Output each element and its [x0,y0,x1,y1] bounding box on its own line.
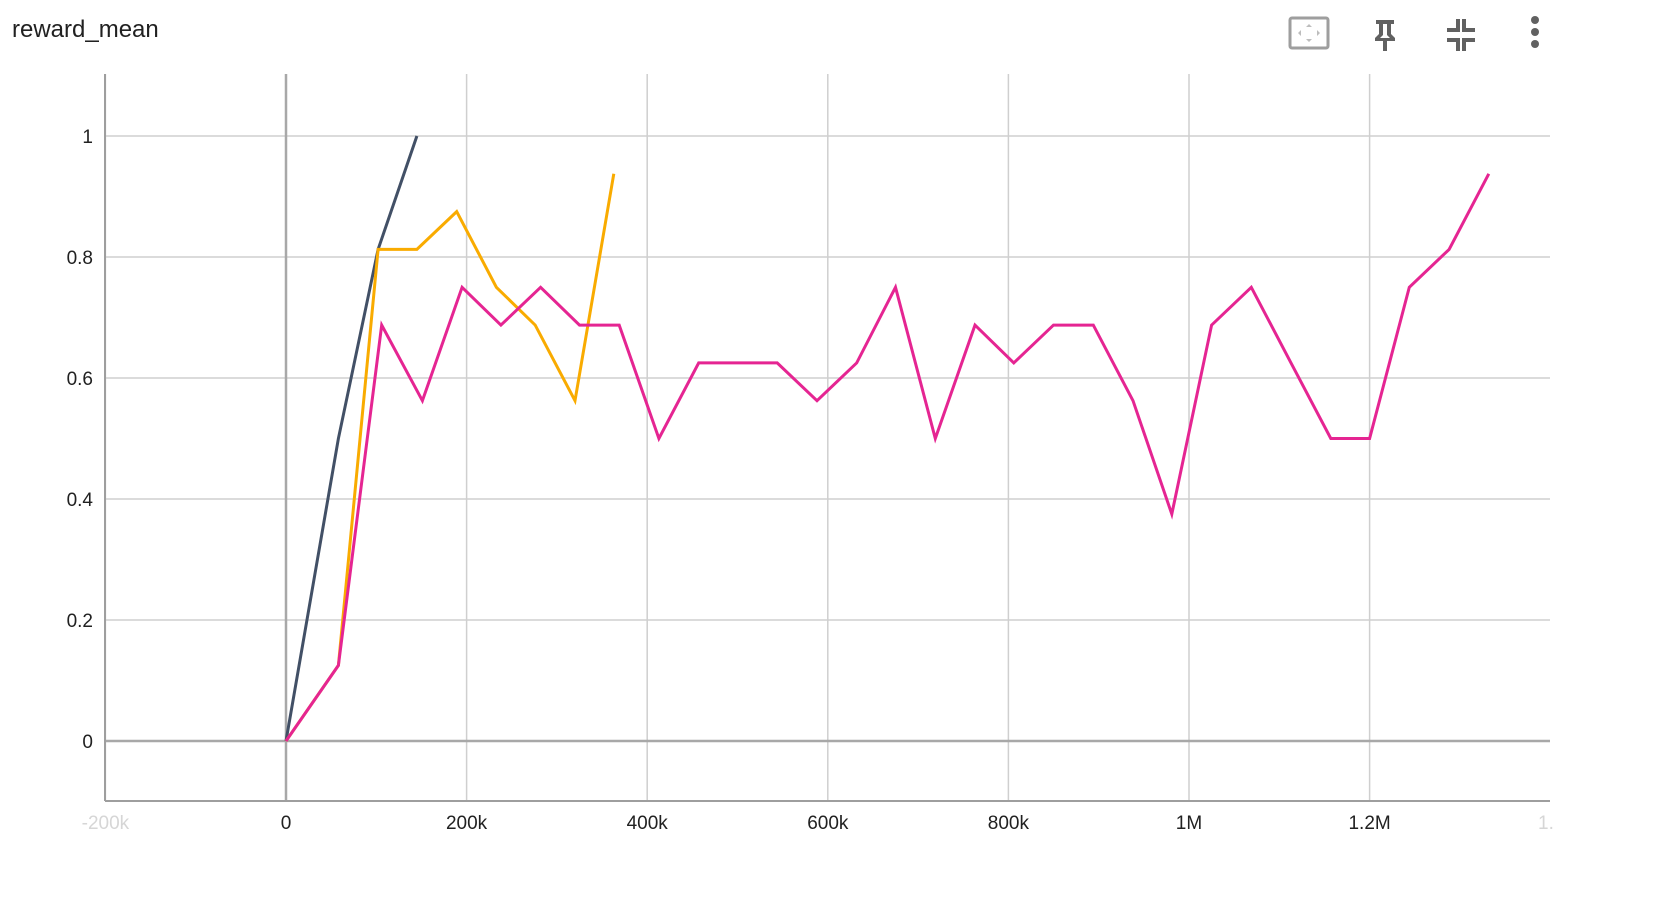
y-tick-label: 0 [82,732,93,753]
x-tick-label: 200k [446,813,488,834]
fit-domain-button[interactable] [1287,12,1331,56]
collapse-button[interactable] [1439,12,1483,56]
y-tick-labels: 0 0.2 0.4 0.6 0.8 1 [67,127,94,753]
card-header: reward_mean [0,0,1660,64]
line-chart[interactable]: -200k 0 200k 400k 600k 800k 1M 1.2M 1. 0 0.2 0.4 0.… [0,64,1660,908]
x-tick-label: -200k [82,813,130,834]
y-tick-label: 0.6 [67,369,93,390]
zero-axes [105,74,1550,801]
more-actions-button[interactable] [1513,12,1557,56]
x-tick-labels: -200k 0 200k 400k 600k 800k 1M 1.2M 1. [82,813,1554,834]
x-tick-label: 400k [627,813,669,834]
chart-title: reward_mean [12,16,159,43]
x-tick-label: 800k [988,813,1030,834]
collapse-icon [1447,19,1475,51]
pin-button[interactable] [1363,12,1407,56]
y-tick-label: 0.8 [67,248,93,269]
pin-icon [1375,20,1395,51]
series-line-1 [284,135,419,742]
y-tick-label: 0.4 [67,490,94,511]
series-line-2 [284,173,616,742]
x-tick-label: 0 [281,813,292,834]
x-tick-label: 1. [1538,813,1554,834]
more-vert-icon [1531,16,1539,48]
series-lines [284,135,1491,742]
fit-domain-icon [1288,16,1330,50]
axes [104,74,1550,802]
x-tick-label: 600k [807,813,849,834]
series-line-3 [284,173,1491,742]
x-tick-label: 1.2M [1348,813,1390,834]
x-tick-label: 1M [1176,813,1202,834]
y-tick-label: 0.2 [67,611,93,632]
y-tick-label: 1 [82,127,93,148]
